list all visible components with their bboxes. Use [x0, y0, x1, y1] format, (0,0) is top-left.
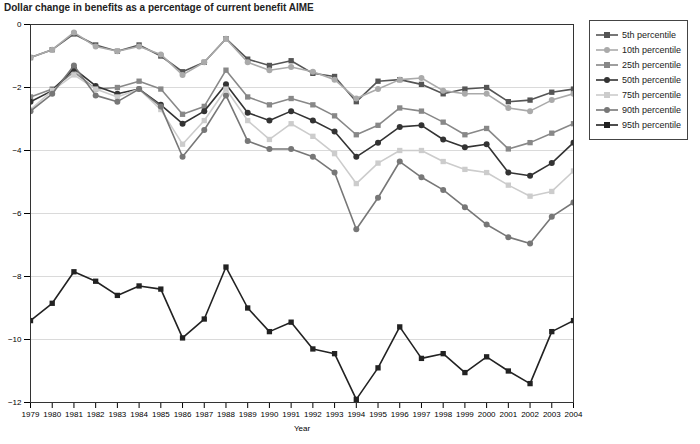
svg-text:1999: 1999	[456, 410, 474, 419]
svg-text:1998: 1998	[434, 410, 452, 419]
svg-text:1983: 1983	[108, 410, 126, 419]
svg-text:−8: −8	[12, 272, 22, 281]
html-text:95th percentile: 95th percentile	[622, 120, 681, 130]
svg-text:1988: 1988	[217, 410, 235, 419]
svg-text:1989: 1989	[239, 410, 257, 419]
html-text:Dollar change in benefits as a: Dollar change in benefits as a percentag…	[4, 2, 314, 13]
svg-text:1994: 1994	[347, 410, 365, 419]
svg-text:1986: 1986	[174, 410, 192, 419]
html-text:75th percentile: 75th percentile	[622, 90, 681, 100]
svg-text:1980: 1980	[43, 410, 61, 419]
svg-text:−2: −2	[12, 83, 22, 92]
svg-text:1987: 1987	[195, 410, 213, 419]
svg-text:1982: 1982	[87, 410, 105, 419]
svg-text:2004: 2004	[565, 410, 583, 419]
svg-text:−4: −4	[12, 146, 22, 155]
html-text:10th percentile: 10th percentile	[622, 45, 681, 55]
svg-text:−10: −10	[8, 335, 22, 344]
svg-text:2002: 2002	[521, 410, 539, 419]
svg-text:1995: 1995	[369, 410, 387, 419]
svg-text:1993: 1993	[326, 410, 344, 419]
html-text:50th percentile: 50th percentile	[622, 75, 681, 85]
svg-text:2000: 2000	[478, 410, 496, 419]
html-text:25th percentile: 25th percentile	[622, 60, 681, 70]
svg-text:1981: 1981	[65, 410, 83, 419]
svg-text:1984: 1984	[130, 410, 148, 419]
svg-text:−12: −12	[8, 398, 22, 407]
svg-text:1996: 1996	[391, 410, 409, 419]
svg-text:1979: 1979	[22, 410, 40, 419]
html-text:5th percentile: 5th percentile	[622, 30, 676, 40]
svg-text:Year: Year	[294, 424, 311, 433]
svg-text:1990: 1990	[261, 410, 279, 419]
html-text:90th percentile: 90th percentile	[622, 105, 681, 115]
svg-text:1997: 1997	[413, 410, 431, 419]
svg-text:2001: 2001	[499, 410, 517, 419]
svg-text:1991: 1991	[282, 410, 300, 419]
svg-text:1985: 1985	[152, 410, 170, 419]
svg-text:1992: 1992	[304, 410, 322, 419]
svg-text:0: 0	[17, 20, 22, 29]
svg-text:2003: 2003	[543, 410, 561, 419]
svg-text:−6: −6	[12, 209, 22, 218]
